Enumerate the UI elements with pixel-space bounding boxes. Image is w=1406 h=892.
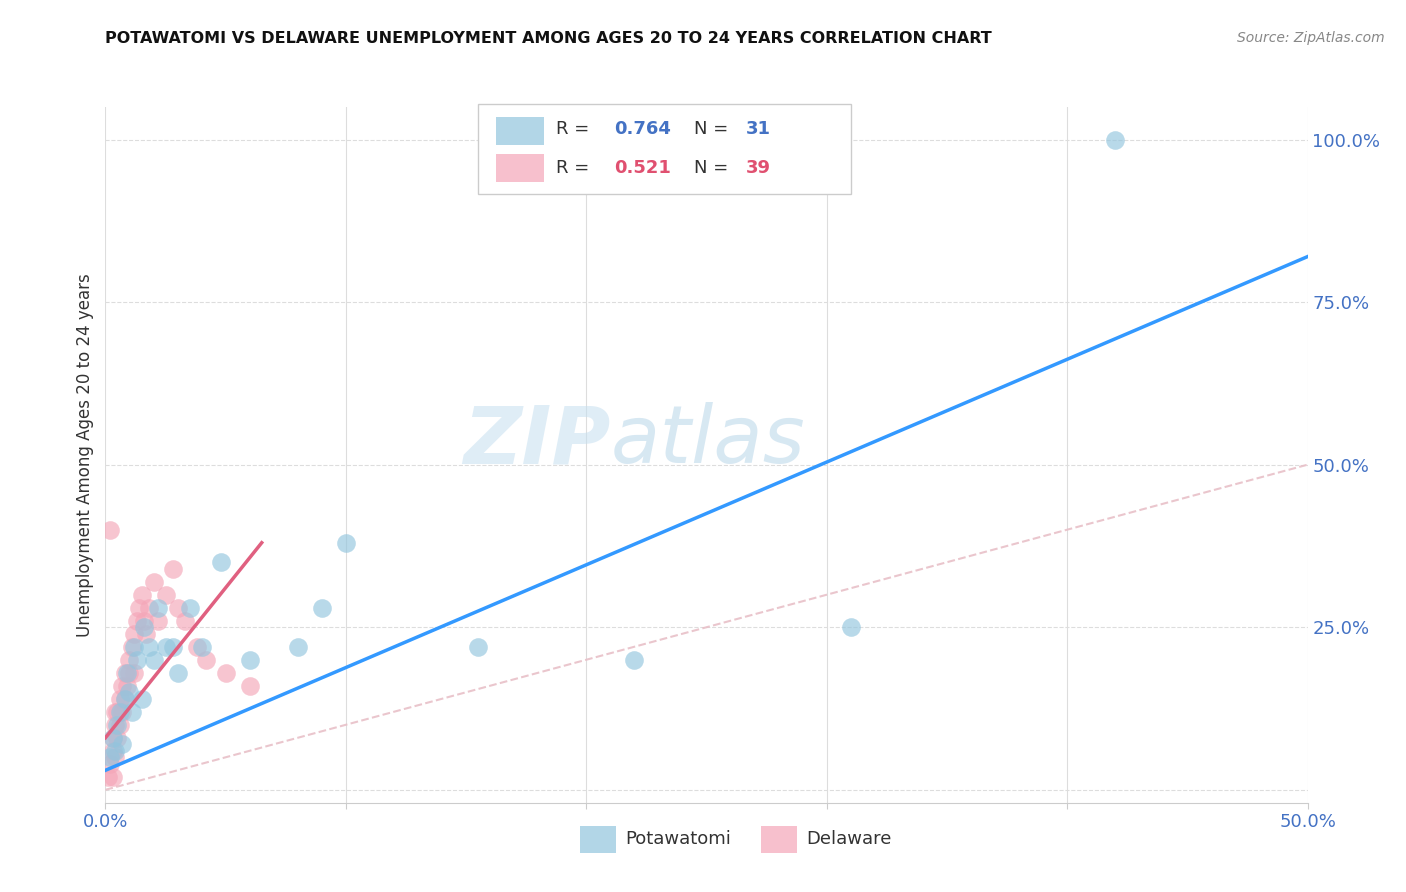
Point <box>101 731 124 745</box>
Point <box>142 574 165 589</box>
Point <box>155 640 177 654</box>
Point <box>166 665 188 680</box>
FancyBboxPatch shape <box>478 103 851 194</box>
Point <box>108 705 131 719</box>
Text: atlas: atlas <box>610 402 806 480</box>
Point <box>142 653 165 667</box>
Text: POTAWATOMI VS DELAWARE UNEMPLOYMENT AMONG AGES 20 TO 24 YEARS CORRELATION CHART: POTAWATOMI VS DELAWARE UNEMPLOYMENT AMON… <box>105 31 993 46</box>
Point <box>107 705 129 719</box>
Text: 31: 31 <box>747 120 770 138</box>
Point <box>107 718 129 732</box>
Point <box>173 614 195 628</box>
Point <box>335 535 357 549</box>
Point <box>115 665 138 680</box>
Point <box>98 523 121 537</box>
Text: R =: R = <box>557 120 595 138</box>
FancyBboxPatch shape <box>761 827 797 853</box>
Point <box>104 750 127 764</box>
Point <box>214 665 236 680</box>
Text: ZIP: ZIP <box>463 402 610 480</box>
Point <box>114 665 136 680</box>
Point <box>101 770 124 784</box>
Point <box>114 691 136 706</box>
Point <box>107 731 129 745</box>
Text: R =: R = <box>557 159 595 177</box>
Point <box>101 744 124 758</box>
Point <box>239 679 262 693</box>
FancyBboxPatch shape <box>496 154 544 182</box>
Point <box>121 640 143 654</box>
Point <box>114 691 136 706</box>
Text: 0.764: 0.764 <box>614 120 671 138</box>
Point <box>111 737 134 751</box>
Point <box>131 691 153 706</box>
Point <box>98 750 121 764</box>
Point <box>97 770 120 784</box>
Point <box>125 653 148 667</box>
Point <box>162 640 184 654</box>
Point <box>124 665 146 680</box>
Point <box>138 640 160 654</box>
Point <box>108 718 131 732</box>
Point <box>839 620 862 634</box>
Point <box>132 614 155 628</box>
Point <box>118 653 141 667</box>
Text: Source: ZipAtlas.com: Source: ZipAtlas.com <box>1237 31 1385 45</box>
Point <box>155 588 177 602</box>
Point <box>135 626 157 640</box>
Point <box>209 555 232 569</box>
Point <box>104 705 127 719</box>
Point <box>467 640 489 654</box>
Point <box>311 600 333 615</box>
Text: N =: N = <box>695 120 734 138</box>
Point <box>125 614 148 628</box>
Point <box>124 640 146 654</box>
Text: 0.521: 0.521 <box>614 159 671 177</box>
Point <box>118 685 141 699</box>
Point <box>131 588 153 602</box>
Point <box>118 665 141 680</box>
Text: Potawatomi: Potawatomi <box>624 830 731 848</box>
Point <box>111 679 134 693</box>
Point <box>148 614 170 628</box>
Point <box>124 626 146 640</box>
Text: Delaware: Delaware <box>806 830 891 848</box>
Point <box>138 600 160 615</box>
Point <box>623 653 645 667</box>
Point <box>239 653 262 667</box>
Point <box>287 640 309 654</box>
Point <box>148 600 170 615</box>
Point <box>190 640 212 654</box>
Text: 39: 39 <box>747 159 770 177</box>
Point <box>98 756 121 771</box>
Point <box>101 731 124 745</box>
Point <box>162 562 184 576</box>
Point <box>104 718 127 732</box>
Y-axis label: Unemployment Among Ages 20 to 24 years: Unemployment Among Ages 20 to 24 years <box>76 273 94 637</box>
FancyBboxPatch shape <box>496 118 544 145</box>
FancyBboxPatch shape <box>581 827 616 853</box>
Point <box>186 640 208 654</box>
Point <box>166 600 188 615</box>
Point <box>108 691 131 706</box>
Point <box>1104 132 1126 146</box>
Point <box>111 705 134 719</box>
Point <box>195 653 218 667</box>
Point <box>132 620 155 634</box>
Point <box>115 679 138 693</box>
Text: N =: N = <box>695 159 734 177</box>
Point <box>179 600 201 615</box>
Point <box>121 705 143 719</box>
Point <box>128 600 150 615</box>
Point <box>104 744 127 758</box>
